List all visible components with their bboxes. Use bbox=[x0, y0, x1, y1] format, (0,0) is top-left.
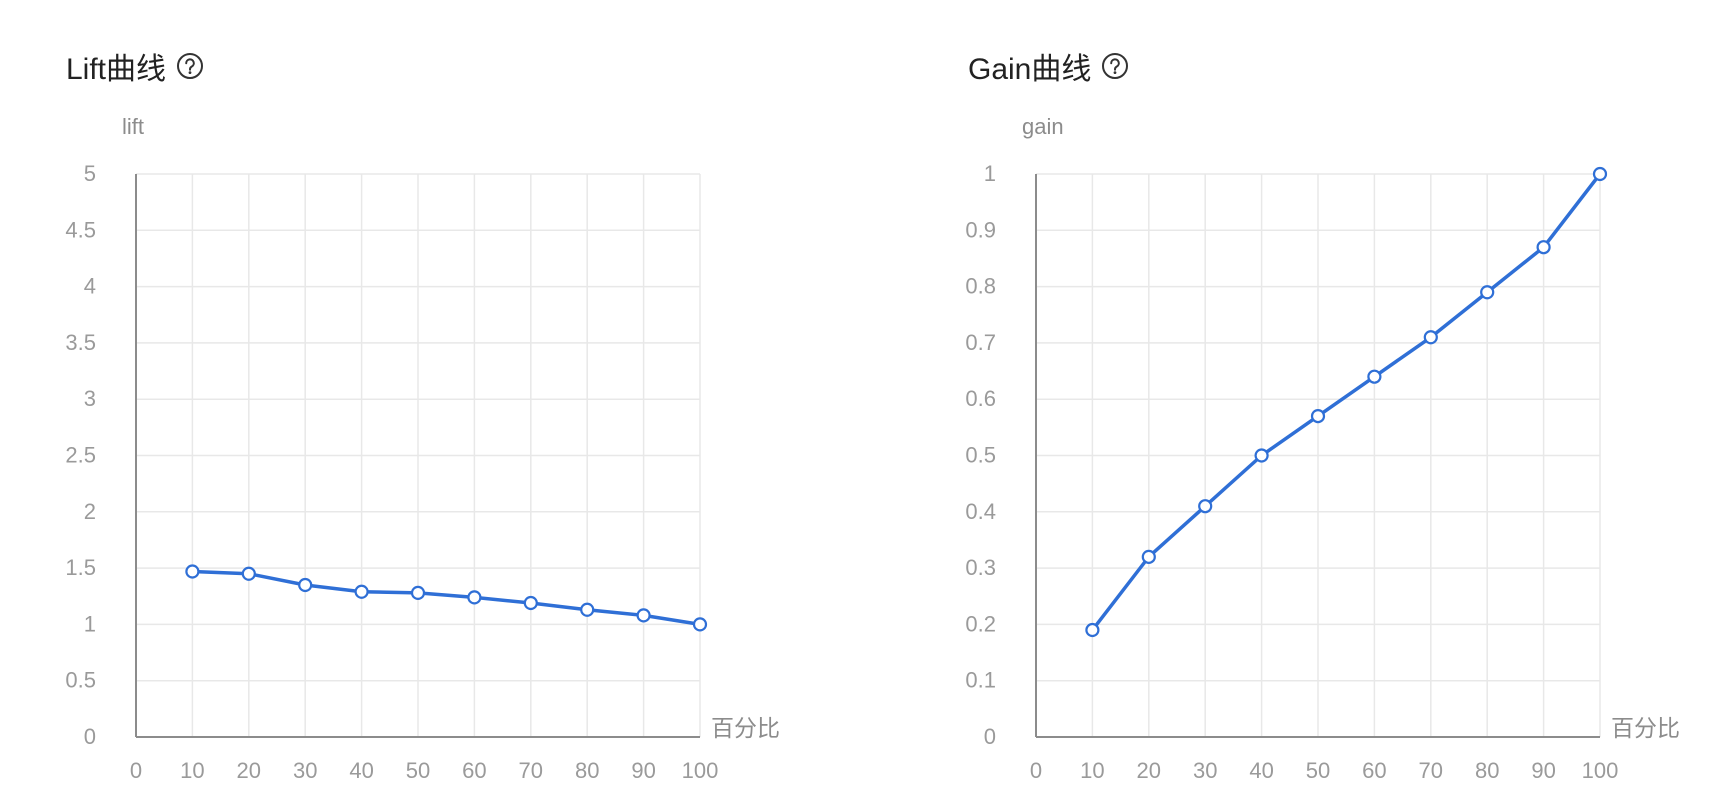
lift-y-tick-label: 5 bbox=[84, 161, 96, 186]
gain-chart-plot: 00.10.20.30.40.50.60.70.80.910 10 20 30 40 50… bbox=[965, 114, 1680, 783]
lift-data-point bbox=[298, 577, 313, 593]
lift-chart-panel: Lift曲线 0 0.5 1 1.5 2 2.5 3 3.5 4 4.5 5 0 10 20 30 40 50 6… bbox=[65, 44, 780, 783]
gain-y-tick-label: 0.9 bbox=[965, 217, 996, 242]
gain-x-axis-label: 百分比 bbox=[1611, 716, 1680, 742]
lift-x-tick-label: 10 bbox=[180, 758, 204, 783]
lift-data-point bbox=[354, 584, 369, 599]
lift-y-tick-label: 0.5 bbox=[65, 668, 96, 693]
lift-x-tick-label: 80 bbox=[575, 758, 599, 783]
lift-y-tick-label: 3 bbox=[84, 386, 96, 411]
gain-y-tick-label: 0.6 bbox=[965, 386, 996, 411]
gain-x-tick-label: 20 bbox=[1137, 758, 1161, 783]
gain-y-tick-label: 0.2 bbox=[965, 611, 996, 636]
gain-x-tick-label: 90 bbox=[1531, 758, 1555, 783]
gain-data-point bbox=[1480, 285, 1495, 300]
lift-x-tick-label: 40 bbox=[349, 758, 373, 783]
gain-data-point bbox=[1141, 549, 1156, 564]
gain-data-point bbox=[1536, 240, 1551, 255]
gain-x-tick-label: 30 bbox=[1193, 758, 1217, 783]
lift-x-tick-label: 50 bbox=[406, 758, 430, 783]
gain-y-tick-label: 0.3 bbox=[965, 555, 996, 580]
gain-y-tick-label: 0.8 bbox=[965, 274, 996, 299]
gain-data-point bbox=[1423, 330, 1438, 345]
lift-data-point bbox=[241, 566, 256, 581]
lift-y-tick-label: 1 bbox=[84, 611, 96, 636]
lift-y-tick-label: 1.5 bbox=[65, 555, 96, 580]
gain-y-tick-label: 0.5 bbox=[965, 443, 996, 468]
lift-chart-title: Lift曲线 bbox=[66, 53, 167, 86]
lift-x-tick-label: 0 bbox=[130, 758, 142, 783]
gain-series-line bbox=[1091, 172, 1602, 632]
lift-data-point bbox=[636, 608, 651, 623]
lift-series-line bbox=[192, 569, 701, 627]
gain-x-tick-label: 0 bbox=[1030, 758, 1042, 783]
lift-y-axis-label: lift bbox=[122, 114, 144, 139]
lift-data-point bbox=[523, 595, 538, 611]
lift-x-tick-label: 70 bbox=[519, 758, 543, 783]
lift-x-tick-label: 100 bbox=[682, 758, 719, 783]
lift-data-point bbox=[467, 590, 482, 605]
lift-x-tick-label: 30 bbox=[293, 758, 317, 783]
lift-data-point bbox=[580, 602, 595, 617]
gain-chart-panel: Gain曲线 0 0.1 0.2 0.3 0.4 0.5 0.6 0.7 0.8 0.9 1 0 10 2… bbox=[900, 0, 1724, 808]
gain-x-tick-label: 50 bbox=[1306, 758, 1330, 783]
gain-x-tick-label: 70 bbox=[1419, 758, 1443, 783]
gain-data-point bbox=[1198, 499, 1213, 514]
lift-data-point bbox=[185, 564, 200, 579]
lift-y-tick-label: 2.5 bbox=[65, 443, 96, 468]
gain-data-point bbox=[1254, 448, 1269, 463]
lift-y-tick-label: 0 bbox=[84, 724, 96, 749]
lift-data-point bbox=[410, 585, 426, 600]
gain-x-tick-label: 10 bbox=[1080, 758, 1104, 783]
lift-x-tick-label: 90 bbox=[631, 758, 655, 783]
gain-data-point bbox=[1085, 622, 1100, 638]
lift-y-tick-label: 4.5 bbox=[65, 217, 96, 242]
question-circle-icon[interactable] bbox=[1101, 52, 1129, 80]
lift-y-tick-label: 4 bbox=[84, 274, 96, 299]
gain-chart-title: Gain曲线 bbox=[968, 53, 1092, 86]
gain-y-axis-label: gain bbox=[1022, 114, 1064, 139]
lift-data-point bbox=[692, 617, 708, 632]
gain-y-tick-label: 0 bbox=[984, 724, 996, 749]
lift-chart-plot: 00.511.522.533.544.550 10 20 30 40 50 60 70 80 90… bbox=[65, 114, 780, 783]
gain-x-tick-label: 80 bbox=[1475, 758, 1499, 783]
gain-x-tick-label: 60 bbox=[1362, 758, 1386, 783]
lift-y-tick-label: 3.5 bbox=[65, 330, 96, 355]
gain-data-point bbox=[1592, 166, 1608, 182]
question-circle-icon[interactable] bbox=[176, 52, 204, 80]
lift-x-tick-label: 20 bbox=[237, 758, 261, 783]
gain-data-point bbox=[1367, 369, 1382, 384]
gain-x-tick-label: 100 bbox=[1582, 758, 1619, 783]
gain-y-tick-label: 0.7 bbox=[965, 330, 996, 355]
gain-y-tick-label: 0.4 bbox=[965, 499, 996, 524]
gain-y-tick-label: 0.1 bbox=[965, 668, 996, 693]
lift-chart-title-row: Lift曲线 bbox=[66, 44, 204, 88]
lift-x-tick-label: 60 bbox=[462, 758, 486, 783]
lift-x-axis-label: 百分比 bbox=[711, 716, 780, 742]
gain-x-tick-label: 40 bbox=[1249, 758, 1273, 783]
gain-data-point bbox=[1310, 408, 1326, 424]
lift-y-tick-label: 2 bbox=[84, 499, 96, 524]
gain-chart-title-row: Gain曲线 bbox=[968, 44, 1129, 88]
gain-y-tick-label: 1 bbox=[984, 161, 996, 186]
